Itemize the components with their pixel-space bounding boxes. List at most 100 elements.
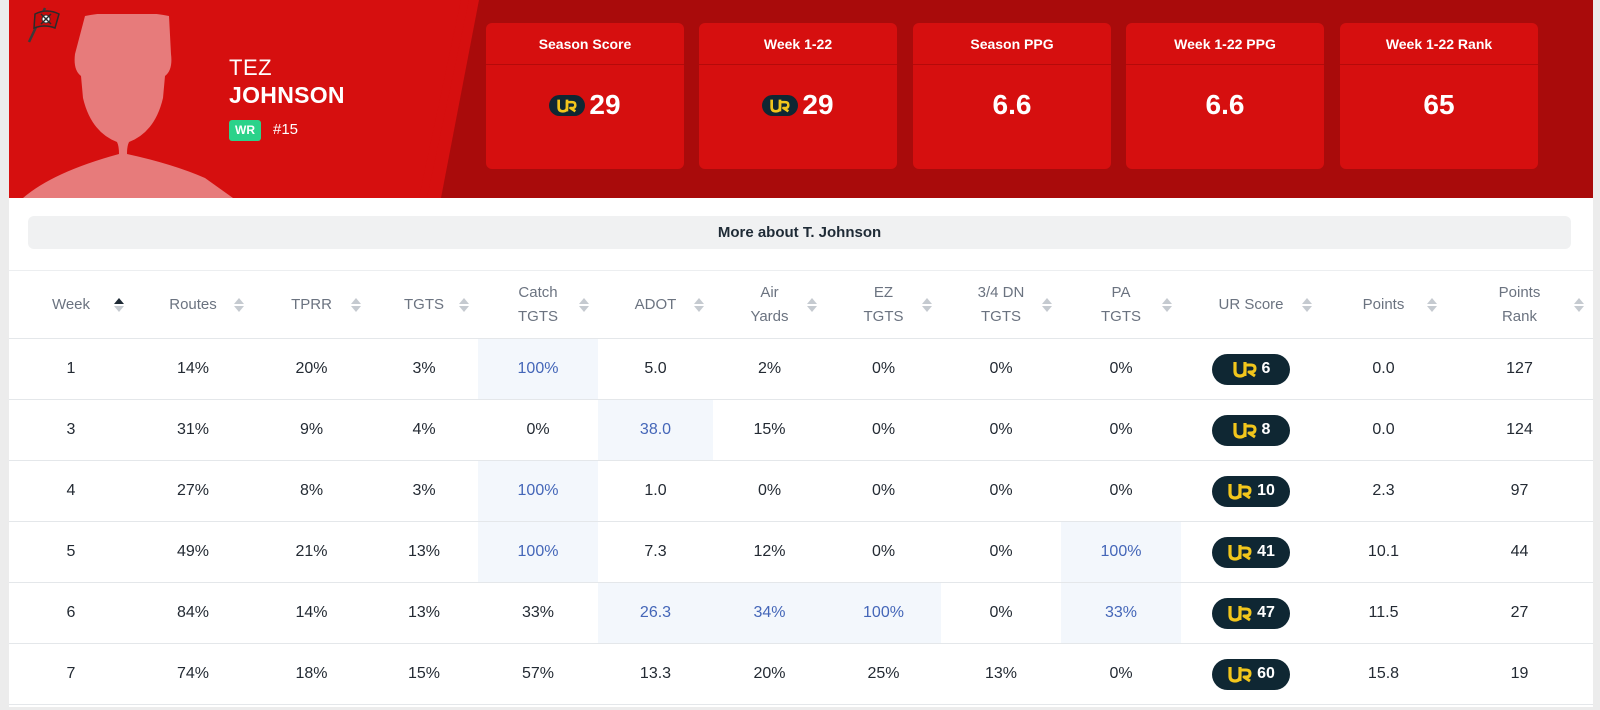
sort-icon[interactable] [921, 296, 933, 314]
table-cell: 0% [478, 399, 598, 461]
column-header[interactable]: UR Score [1181, 270, 1321, 339]
table-cell: 13.3 [598, 643, 713, 705]
table-cell: 27% [133, 460, 253, 522]
column-header-label: Catch TGTS [518, 283, 558, 325]
sort-icon[interactable] [806, 296, 818, 314]
table-cell: 33% [478, 582, 598, 644]
table-cell: 14% [133, 338, 253, 400]
column-header[interactable]: EZ TGTS [826, 270, 941, 339]
table-cell: 3% [370, 460, 478, 522]
column-header-label: TPRR [291, 295, 332, 313]
table-cell: 20% [713, 643, 826, 705]
column-header[interactable]: 3/4 DN TGTS [941, 270, 1061, 339]
stat-card-label: Week 1-22 PPG [1126, 23, 1324, 65]
ur-score-badge: 8 [1212, 414, 1290, 446]
column-header[interactable]: Catch TGTS [478, 270, 598, 339]
sort-ascending-icon[interactable] [113, 296, 125, 314]
column-header[interactable]: Routes [133, 270, 253, 339]
table-cell: 57% [478, 643, 598, 705]
stat-card-number: 29 [589, 89, 621, 120]
table-cell: 97 [1446, 460, 1593, 522]
table-cell: 27 [1446, 582, 1593, 644]
sort-icon[interactable] [1161, 296, 1173, 314]
jersey-number: #15 [273, 121, 299, 138]
table-cell: 44 [1446, 521, 1593, 583]
table-row: 1 14% 20% 3% 100% 5.0 2% 0% 0% 0% 6 0.0 127 [9, 338, 1593, 400]
ur-logo-icon [557, 99, 578, 113]
ur-logo-icon [1228, 545, 1252, 561]
stat-card-label: Week 1-22 Rank [1340, 23, 1538, 65]
table-cell: 2.3 [1321, 460, 1446, 522]
table-cell: 33% [1061, 582, 1181, 644]
table-header-row: Week Routes TPRR TGTS Catch TGTS ADOT Air Yard… [9, 270, 1593, 339]
column-header-label: Points Rank [1498, 283, 1541, 325]
more-about-player-button[interactable]: More about T. Johnson [28, 216, 1571, 249]
table-cell: 0% [826, 338, 941, 400]
stat-card-number: 65 [1423, 89, 1455, 120]
table-cell: 124 [1446, 399, 1593, 461]
column-header[interactable]: TPRR [253, 270, 370, 339]
player-first-name: TEZ [229, 55, 273, 80]
column-header-label: Routes [169, 295, 217, 313]
table-row: 3 31% 9% 4% 0% 38.0 15% 0% 0% 0% 8 0.0 124 [9, 399, 1593, 461]
sort-icon[interactable] [1426, 296, 1438, 314]
table-cell: 11.5 [1321, 582, 1446, 644]
table-cell: 5.0 [598, 338, 713, 400]
table-cell: 127 [1446, 338, 1593, 400]
sort-icon[interactable] [350, 296, 362, 314]
table-cell: 6 [1181, 338, 1321, 400]
ur-score-badge: 10 [1212, 475, 1290, 507]
table-cell: 7 [9, 643, 133, 705]
ur-score-value: 41 [1257, 543, 1275, 560]
table-cell: 25% [826, 643, 941, 705]
ur-score-value: 8 [1261, 421, 1271, 438]
table-cell: 3% [370, 338, 478, 400]
column-header[interactable]: Week [9, 270, 133, 339]
stat-card: Week 1-22 Rank 65 [1340, 23, 1538, 169]
sort-icon[interactable] [693, 296, 705, 314]
table-cell: 19 [1446, 643, 1593, 705]
ur-logo-icon [1228, 667, 1252, 683]
sort-icon[interactable] [578, 296, 590, 314]
table-cell: 20% [253, 338, 370, 400]
table-row: 5 49% 21% 13% 100% 7.3 12% 0% 0% 100% 41 10.1 44 [9, 521, 1593, 583]
table-cell: 14% [253, 582, 370, 644]
ur-score-value: 60 [1257, 665, 1275, 682]
sort-icon[interactable] [1573, 296, 1585, 314]
column-header[interactable]: ADOT [598, 270, 713, 339]
sort-icon[interactable] [233, 296, 245, 314]
table-cell: 9% [253, 399, 370, 461]
column-header[interactable]: Air Yards [713, 270, 826, 339]
table-cell: 0% [941, 521, 1061, 583]
ur-logo-icon [1228, 606, 1252, 622]
ur-score-badge [762, 94, 799, 116]
stat-card-value: 6.6 [913, 65, 1111, 145]
ur-score-badge: 60 [1212, 658, 1290, 690]
stat-card: Season Score 29 [486, 23, 684, 169]
stat-card-value: 65 [1340, 65, 1538, 145]
column-header[interactable]: Points Rank [1446, 270, 1593, 339]
table-row: 4 27% 8% 3% 100% 1.0 0% 0% 0% 0% 10 2.3 97 [9, 460, 1593, 522]
table-cell: 0% [1061, 643, 1181, 705]
column-header[interactable]: PA TGTS [1061, 270, 1181, 339]
column-header[interactable]: Points [1321, 270, 1446, 339]
table-cell: 41 [1181, 521, 1321, 583]
stat-card-label: Week 1-22 [699, 23, 897, 65]
stat-card-number: 6.6 [992, 89, 1032, 120]
table-cell: 0% [941, 460, 1061, 522]
sort-icon[interactable] [458, 296, 470, 314]
table-cell: 2% [713, 338, 826, 400]
table-cell: 12% [713, 521, 826, 583]
table-cell: 0.0 [1321, 399, 1446, 461]
table-cell: 4% [370, 399, 478, 461]
column-header[interactable]: TGTS [370, 270, 478, 339]
table-cell: 15% [713, 399, 826, 461]
ur-score-badge [549, 94, 586, 116]
ur-score-value: 6 [1261, 360, 1271, 377]
sort-icon[interactable] [1301, 296, 1313, 314]
table-cell: 0% [1061, 460, 1181, 522]
table-cell: 100% [826, 582, 941, 644]
table-cell: 3 [9, 399, 133, 461]
sort-icon[interactable] [1041, 296, 1053, 314]
table-row: 6 84% 14% 13% 33% 26.3 34% 100% 0% 33% 47 11.5 27 [9, 582, 1593, 644]
